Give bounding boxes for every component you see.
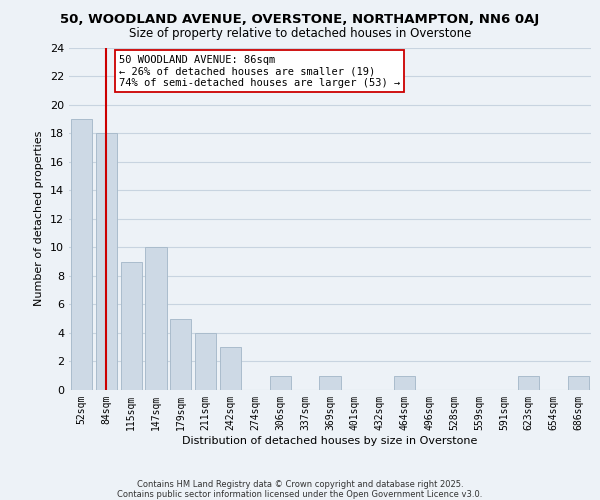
- Bar: [195, 333, 216, 390]
- Bar: [170, 318, 191, 390]
- Text: Size of property relative to detached houses in Overstone: Size of property relative to detached ho…: [129, 28, 471, 40]
- Bar: [394, 376, 415, 390]
- Bar: [145, 248, 167, 390]
- Bar: [71, 119, 92, 390]
- Bar: [518, 376, 539, 390]
- Text: Contains public sector information licensed under the Open Government Licence v3: Contains public sector information licen…: [118, 490, 482, 499]
- Bar: [270, 376, 291, 390]
- Bar: [319, 376, 341, 390]
- Text: Contains HM Land Registry data © Crown copyright and database right 2025.: Contains HM Land Registry data © Crown c…: [137, 480, 463, 489]
- Bar: [220, 347, 241, 390]
- Bar: [96, 133, 117, 390]
- Text: 50, WOODLAND AVENUE, OVERSTONE, NORTHAMPTON, NN6 0AJ: 50, WOODLAND AVENUE, OVERSTONE, NORTHAMP…: [61, 12, 539, 26]
- Text: 50 WOODLAND AVENUE: 86sqm
← 26% of detached houses are smaller (19)
74% of semi-: 50 WOODLAND AVENUE: 86sqm ← 26% of detac…: [119, 54, 400, 88]
- Bar: [121, 262, 142, 390]
- Y-axis label: Number of detached properties: Number of detached properties: [34, 131, 44, 306]
- X-axis label: Distribution of detached houses by size in Overstone: Distribution of detached houses by size …: [182, 436, 478, 446]
- Bar: [568, 376, 589, 390]
